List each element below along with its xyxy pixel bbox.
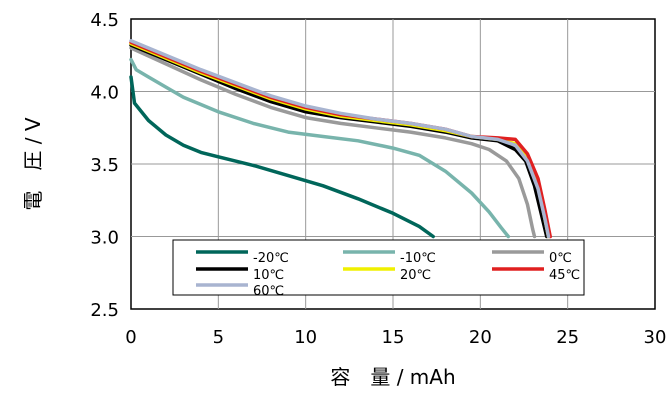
x-tick-label: 5	[213, 327, 224, 348]
x-tick-label: 15	[382, 327, 405, 348]
series-line	[129, 75, 435, 239]
x-axis-title: 容 量 / mAh	[330, 365, 455, 389]
legend-label: 0℃	[549, 251, 572, 266]
x-tick-label: 30	[644, 327, 667, 348]
series-line	[129, 46, 537, 239]
legend-label: 45℃	[549, 268, 580, 283]
legend-label: 20℃	[400, 268, 431, 283]
x-tick-label: 0	[125, 327, 136, 348]
y-tick-label: 4.5	[90, 10, 119, 31]
series-line	[129, 57, 511, 239]
legend-label: 10℃	[253, 268, 284, 283]
series-line	[129, 39, 551, 239]
y-tick-label: 3.5	[90, 155, 119, 176]
y-axis-title: 電 圧 / V	[21, 117, 45, 210]
x-tick-label: 20	[469, 327, 492, 348]
y-tick-label: 3.0	[90, 228, 119, 249]
y-tick-label: 2.5	[90, 300, 119, 321]
x-tick-label: 10	[294, 327, 317, 348]
x-tick-labels: 0 5 10 15 20 25 30	[125, 327, 666, 348]
y-tick-label: 4.0	[90, 83, 119, 104]
x-tick-label: 25	[556, 327, 579, 348]
series-layer	[129, 39, 552, 239]
legend-label: -20℃	[253, 251, 289, 266]
legend-label: -10℃	[400, 251, 436, 266]
legend: -20℃ -10℃ 0℃ 10℃ 20℃ 45℃ 60℃	[172, 239, 585, 299]
legend-label: 60℃	[253, 284, 284, 299]
y-tick-labels: 2.5 3.0 3.5 4.0 4.5	[90, 10, 119, 321]
